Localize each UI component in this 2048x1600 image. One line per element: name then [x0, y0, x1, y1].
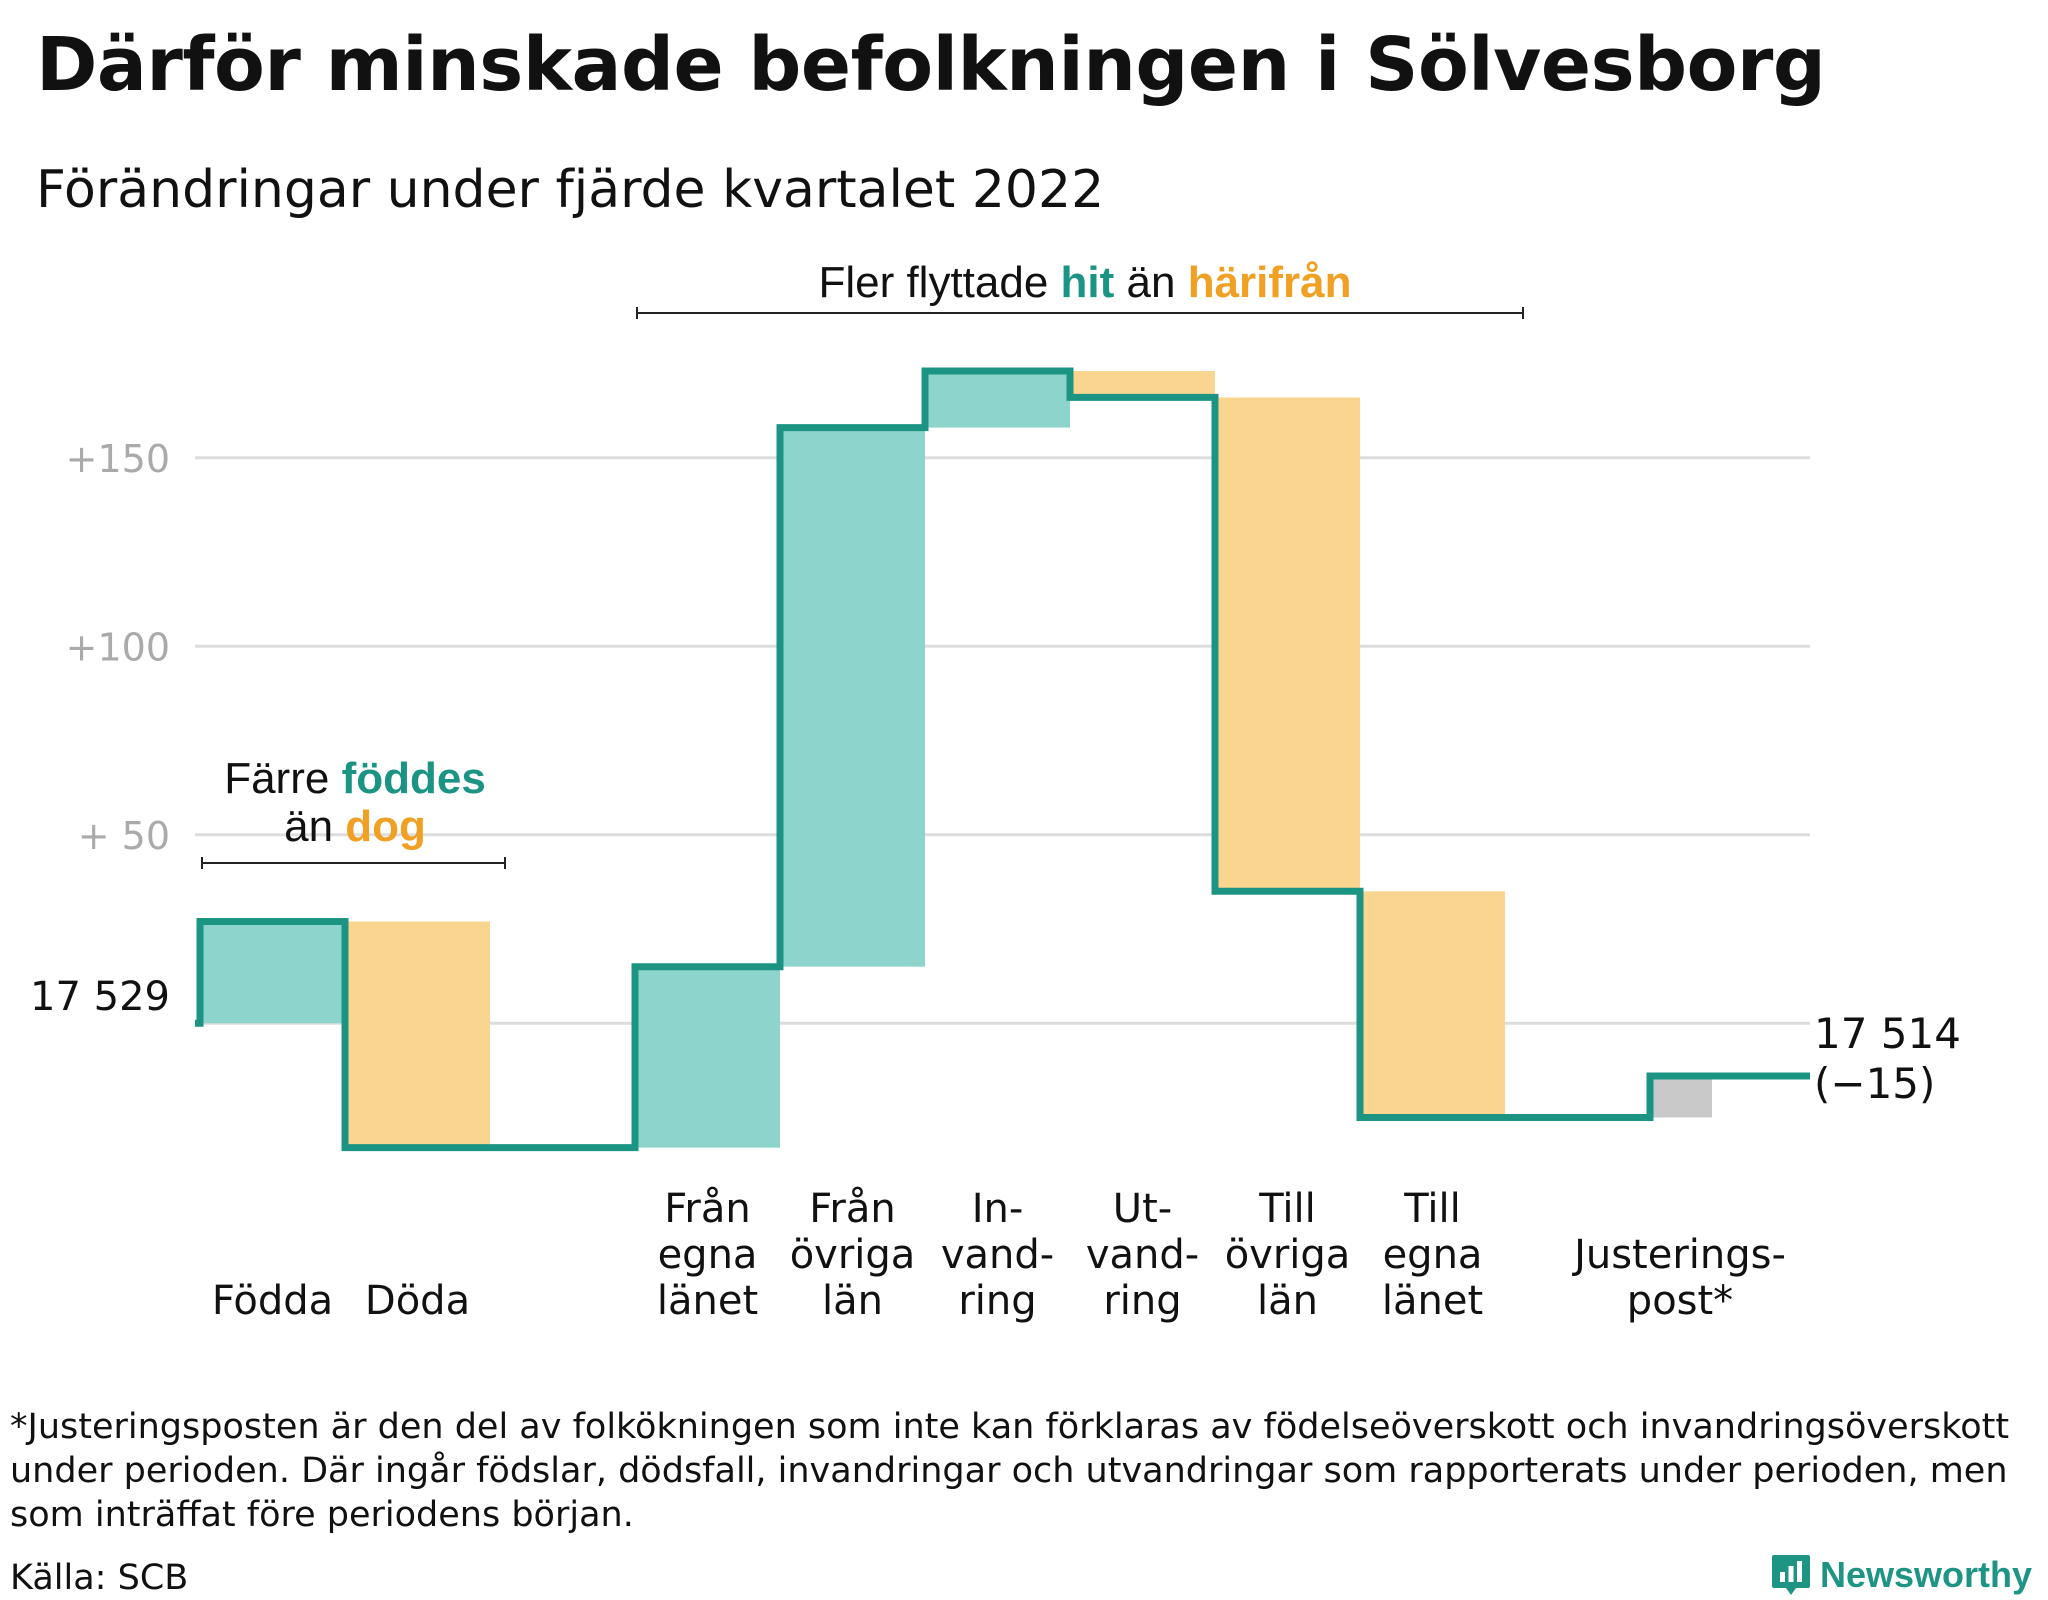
category-label: egna [658, 1232, 758, 1278]
category-label: post* [1627, 1278, 1733, 1324]
bar-decrease [1070, 371, 1215, 398]
category-label: Till [1403, 1186, 1461, 1232]
chart-title: Därför minskade befolkningen i Sölvesbor… [36, 22, 1826, 108]
category-label: Döda [365, 1278, 470, 1324]
births-deaths-annotation-line2: än dog [284, 802, 426, 851]
brand-logo: Newsworthy [1770, 1552, 2032, 1598]
chart-subtitle: Förändringar under fjärde kvartalet 2022 [36, 160, 1105, 220]
category-label: vand- [1086, 1232, 1199, 1278]
births-deaths-annotation-line1: Färre föddes [224, 754, 486, 803]
migration-annotation: Fler flyttade hit än härifrån [818, 258, 1351, 307]
footnote: *Justeringsposten är den del av folkökni… [10, 1407, 2010, 1535]
category-labels: Födda DödaFrånegnalänetFrånövrigalänIn-va… [212, 1186, 1786, 1324]
cumulative-step-line [195, 367, 1810, 1152]
highlight-from-here: härifrån [1188, 258, 1352, 307]
bar-decrease [1360, 891, 1505, 1118]
y-tick-label: +100 [66, 625, 170, 669]
category-label: Till [1258, 1186, 1316, 1232]
births-deaths-bracket [201, 857, 506, 869]
start-value-label: 17 529 [30, 974, 170, 1020]
category-label: Från [809, 1186, 895, 1232]
end-change-label: (−15) [1814, 1059, 1935, 1108]
category-label: egna [1383, 1232, 1483, 1278]
highlight-died: dog [345, 802, 426, 851]
category-label: Från [664, 1186, 750, 1232]
highlight-here: hit [1061, 258, 1115, 307]
category-label: länet [657, 1278, 758, 1324]
category-label: övriga [1225, 1232, 1351, 1278]
bars [200, 371, 1712, 1148]
category-label: Ut- [1113, 1186, 1172, 1232]
waterfall-chart: +150+100+ 50 Födda DödaFrånegnalänetFrånö… [30, 258, 1961, 1324]
bar-decrease [1215, 397, 1360, 892]
bar-decrease [345, 921, 490, 1148]
category-label: vand- [941, 1232, 1054, 1278]
category-label: län [822, 1278, 883, 1324]
bar-increase [780, 427, 925, 967]
y-tick-label: +150 [66, 437, 170, 481]
step-line [195, 367, 1810, 1152]
source-label: Källa: SCB [10, 1558, 189, 1598]
bar-increase [200, 921, 345, 1024]
brand-name: Newsworthy [1820, 1554, 2033, 1595]
category-label: In- [972, 1186, 1024, 1232]
category-label: Justerings- [1571, 1232, 1786, 1278]
category-label: övriga [790, 1232, 916, 1278]
y-tick-label: + 50 [78, 814, 170, 858]
newsworthy-icon [1772, 1555, 1810, 1595]
bar-adjustment [1650, 1076, 1712, 1118]
highlight-born: föddes [342, 754, 486, 803]
category-label: län [1257, 1278, 1318, 1324]
category-label: Födda [212, 1278, 333, 1324]
y-axis-ticks: +150 +100 + 50 [66, 437, 170, 858]
category-label: ring [958, 1278, 1036, 1324]
bar-increase [925, 371, 1070, 428]
category-label: länet [1382, 1278, 1483, 1324]
migration-bracket [636, 307, 1524, 319]
category-label: ring [1103, 1278, 1181, 1324]
end-value-label: 17 514 [1814, 1009, 1961, 1058]
bar-increase [635, 966, 780, 1148]
